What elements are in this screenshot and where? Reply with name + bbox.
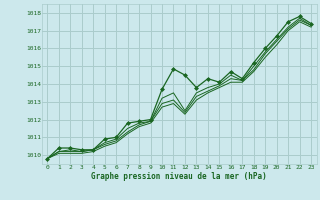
X-axis label: Graphe pression niveau de la mer (hPa): Graphe pression niveau de la mer (hPa) bbox=[91, 172, 267, 181]
